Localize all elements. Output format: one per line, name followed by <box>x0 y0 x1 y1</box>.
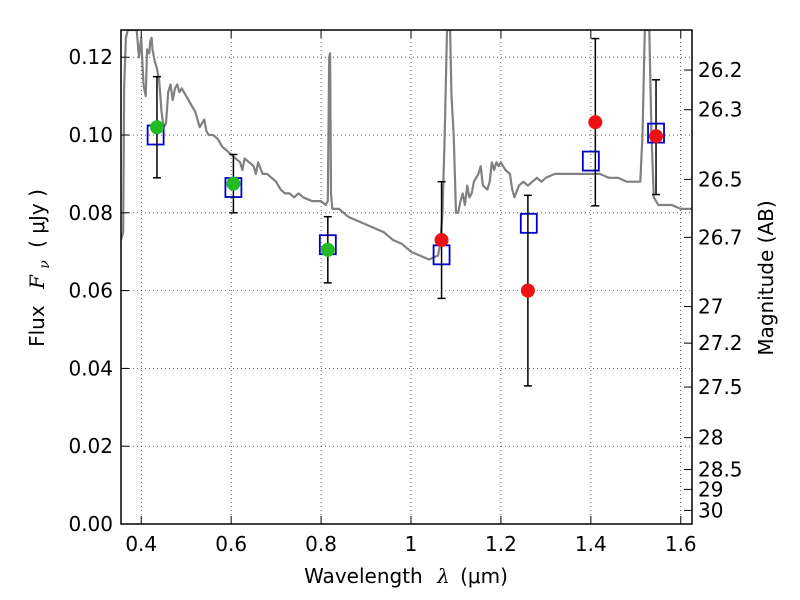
y2-tick-label: 27.2 <box>698 331 743 355</box>
y-tick-label: 0.00 <box>68 512 113 536</box>
x-tick-label: 1.2 <box>485 532 517 556</box>
y2-tick-label: 29 <box>698 477 723 501</box>
y-tick-label: 0.12 <box>68 45 113 69</box>
y2-tick-label: 28.5 <box>698 458 743 482</box>
y-tick-label: 0.06 <box>68 279 113 303</box>
detection-point <box>149 120 164 135</box>
y2-tick-label: 26.3 <box>698 98 743 122</box>
y2-tick-label: 26.2 <box>698 58 743 82</box>
y2-tick-label: 26.7 <box>698 225 743 249</box>
nondetection-point <box>520 283 535 298</box>
x-tick-label: 0.6 <box>215 532 247 556</box>
sed-model-line <box>121 30 692 261</box>
y2-tick-label: 26.5 <box>698 167 743 191</box>
y-tick-label: 0.08 <box>68 201 113 225</box>
detection-point <box>226 176 241 191</box>
x-axis-label: Wavelength λ (μm) <box>304 564 508 588</box>
nondetection-point <box>434 233 449 248</box>
nondetection-point <box>588 115 603 130</box>
grid <box>121 30 692 524</box>
model-photometry-square <box>581 150 600 172</box>
y-tick-label: 0.10 <box>68 123 113 147</box>
y-tick-label: 0.04 <box>68 356 113 380</box>
axes-ticks: 0.4 0.6 0.8 1 1.2 1.4 1.6 0.00 0.02 0.04 0.06 0.08 0… <box>68 30 743 556</box>
y2-tick-label: 27.5 <box>698 375 743 399</box>
y-axis-label: Flux F ν ( μJy ) <box>25 189 54 347</box>
y2-axis-label: Magnitude (AB) <box>754 200 778 355</box>
x-tick-label: 1.6 <box>665 532 697 556</box>
plot-frame <box>120 29 693 525</box>
y-tick-label: 0.02 <box>68 434 113 458</box>
y2-tick-label: 30 <box>698 498 723 522</box>
x-tick-label: 0.4 <box>125 532 157 556</box>
y2-tick-label: 27 <box>698 295 723 319</box>
model-photometry-square <box>519 212 538 234</box>
detection-point <box>320 242 335 257</box>
plot-area <box>121 30 692 387</box>
y2-tick-label: 28 <box>698 426 723 450</box>
x-tick-label: 1 <box>405 532 418 556</box>
x-tick-label: 0.8 <box>305 532 337 556</box>
x-tick-label: 1.4 <box>575 532 607 556</box>
nondetection-point <box>649 129 664 144</box>
